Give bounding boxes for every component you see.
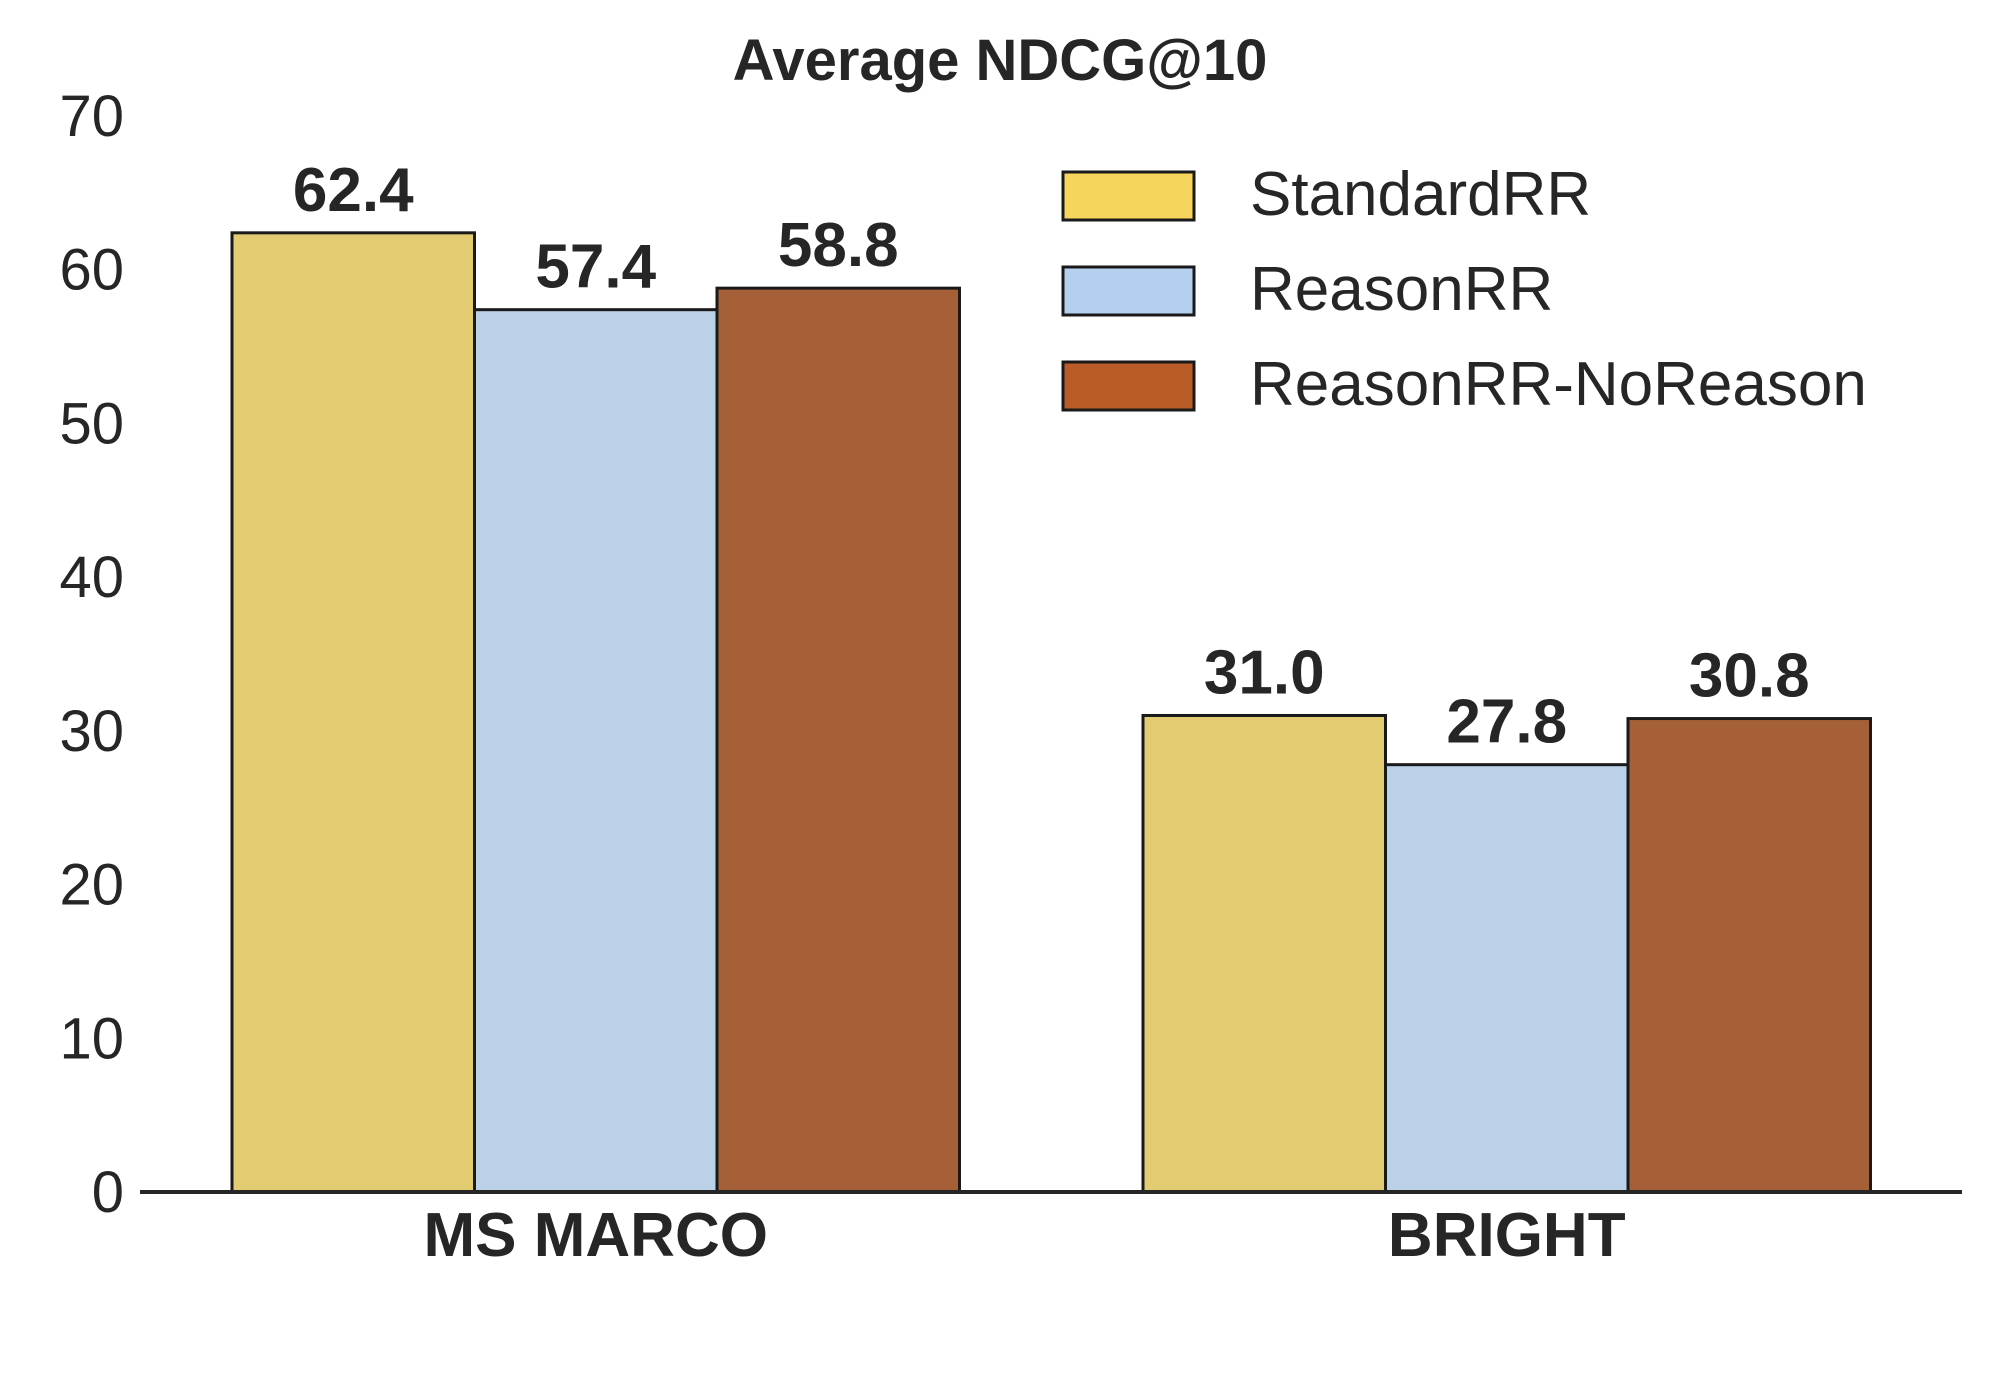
y-tick-label: 20 bbox=[59, 853, 124, 918]
legend-swatch bbox=[1061, 170, 1196, 222]
data-label: 58.8 bbox=[778, 211, 899, 280]
category-labels: MS MARCO BRIGHT bbox=[424, 1201, 1626, 1270]
y-tick-label: 70 bbox=[59, 84, 124, 149]
legend-label: StandardRR bbox=[1250, 160, 1591, 229]
y-tick-label: 60 bbox=[59, 238, 124, 303]
x-tick-label: BRIGHT bbox=[1388, 1201, 1626, 1270]
legend-label: ReasonRR bbox=[1250, 255, 1553, 324]
y-tick-label: 10 bbox=[59, 1006, 124, 1071]
bar bbox=[230, 231, 476, 1194]
value-labels: 62.4 57.4 58.8 31.0 27.8 30.8 bbox=[293, 156, 1810, 757]
bar bbox=[715, 286, 961, 1194]
bar bbox=[1141, 713, 1387, 1194]
y-axis-ticks: 0 10 20 30 40 50 60 70 bbox=[59, 84, 124, 1225]
legend: StandardRR ReasonRR ReasonRR-NoReason bbox=[1061, 160, 1867, 419]
data-label: 62.4 bbox=[293, 156, 414, 225]
chart-title: Average NDCG@10 bbox=[733, 28, 1268, 93]
data-label: 57.4 bbox=[535, 233, 656, 302]
x-tick-label: MS MARCO bbox=[424, 1201, 768, 1270]
y-tick-label: 0 bbox=[92, 1160, 124, 1225]
y-tick-label: 30 bbox=[59, 699, 124, 764]
bar bbox=[473, 308, 719, 1194]
y-tick-label: 40 bbox=[59, 545, 124, 610]
bar bbox=[1626, 717, 1872, 1194]
data-label: 31.0 bbox=[1204, 638, 1325, 707]
bar bbox=[1384, 763, 1630, 1194]
legend-swatch bbox=[1061, 265, 1196, 317]
bars bbox=[230, 231, 1872, 1194]
legend-label: ReasonRR-NoReason bbox=[1250, 350, 1867, 419]
data-label: 27.8 bbox=[1446, 688, 1567, 757]
data-label: 30.8 bbox=[1689, 642, 1810, 711]
legend-swatch bbox=[1061, 360, 1196, 412]
y-tick-label: 50 bbox=[59, 391, 124, 456]
